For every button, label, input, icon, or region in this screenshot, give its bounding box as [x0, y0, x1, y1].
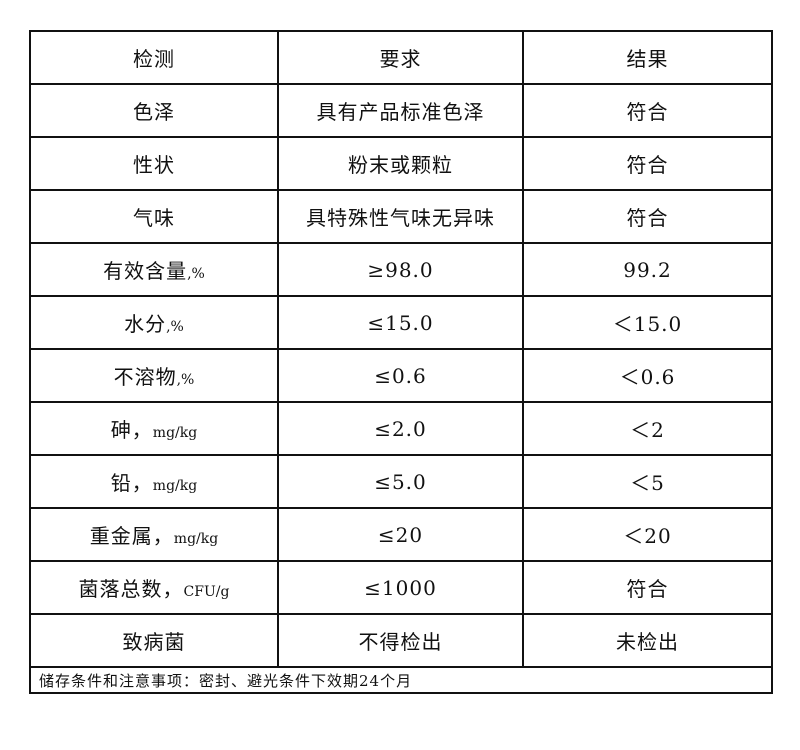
- item-unit: ,%: [176, 372, 195, 388]
- item-unit: mg/kg: [152, 425, 198, 441]
- item-unit: ,%: [166, 319, 184, 335]
- table-row: 水分,% ≤15.0 ＜15.0: [29, 295, 773, 350]
- table-row: 性状 粉末或颗粒 符合: [29, 136, 773, 191]
- requirement-cell: 粉末或颗粒: [277, 136, 524, 191]
- item-name: 不溶物: [113, 365, 177, 389]
- requirement-cell: ≤20: [277, 507, 524, 562]
- result-cell: 未检出: [522, 613, 773, 668]
- item-name: 性状: [133, 153, 175, 177]
- table-row: 砷，mg/kg ≤2.0 ＜2: [29, 401, 773, 456]
- header-result: 结果: [522, 30, 773, 85]
- storage-note: 储存条件和注意事项：密封、避光条件下效期24个月: [29, 666, 773, 694]
- result-cell: ＜5: [522, 454, 773, 509]
- test-item: 重金属，mg/kg: [29, 507, 279, 562]
- test-item: 菌落总数，CFU/g: [29, 560, 279, 615]
- requirement-cell: ≤0.6: [277, 348, 524, 403]
- table-row: 致病菌 不得检出 未检出: [29, 613, 773, 668]
- test-item: 致病菌: [29, 613, 279, 668]
- table-row: 不溶物,% ≤0.6 ＜0.6: [29, 348, 773, 403]
- requirement-cell: 不得检出: [277, 613, 524, 668]
- table-row: 有效含量,% ≥98.0 99.2: [29, 242, 773, 297]
- result-cell: 符合: [522, 560, 773, 615]
- test-item: 性状: [29, 136, 279, 191]
- inspection-table: 检测 要求 结果 色泽 具有产品标准色泽 符合 性状 粉末或颗粒 符合 气味 具特殊性气味无异…: [29, 30, 773, 694]
- header-requirement: 要求: [277, 30, 524, 85]
- test-item: 气味: [29, 189, 279, 244]
- item-unit: mg/kg: [173, 531, 219, 547]
- header-test: 检测: [29, 30, 279, 85]
- table-row: 重金属，mg/kg ≤20 ＜20: [29, 507, 773, 562]
- result-cell: 符合: [522, 136, 773, 191]
- table-row: 菌落总数，CFU/g ≤1000 符合: [29, 560, 773, 615]
- item-name: 水分: [124, 312, 167, 336]
- test-item: 色泽: [29, 83, 279, 138]
- item-name: 有效含量: [103, 259, 188, 283]
- requirement-cell: ≤1000: [277, 560, 524, 615]
- test-item: 有效含量,%: [29, 242, 279, 297]
- note-row: 储存条件和注意事项：密封、避光条件下效期24个月: [29, 666, 773, 694]
- test-item: 水分,%: [29, 295, 279, 350]
- test-item: 砷，mg/kg: [29, 401, 279, 456]
- table-row: 铅，mg/kg ≤5.0 ＜5: [29, 454, 773, 509]
- item-name: 致病菌: [122, 630, 186, 654]
- requirement-cell: 具特殊性气味无异味: [277, 189, 524, 244]
- item-unit: CFU/g: [183, 584, 230, 600]
- test-item: 不溶物,%: [29, 348, 279, 403]
- header-row: 检测 要求 结果: [29, 30, 773, 85]
- item-unit: mg/kg: [152, 478, 198, 494]
- item-name: 菌落总数，: [78, 577, 184, 601]
- requirement-cell: ≤2.0: [277, 401, 524, 456]
- item-name: 气味: [133, 206, 175, 230]
- requirement-cell: 具有产品标准色泽: [277, 83, 524, 138]
- requirement-cell: ≥98.0: [277, 242, 524, 297]
- item-unit: ,%: [187, 266, 205, 282]
- item-name: 重金属，: [89, 524, 174, 548]
- result-cell: ＜20: [522, 507, 773, 562]
- requirement-cell: ≤15.0: [277, 295, 524, 350]
- result-cell: 符合: [522, 189, 773, 244]
- test-item: 铅，mg/kg: [29, 454, 279, 509]
- item-name: 色泽: [133, 100, 175, 124]
- result-cell: 99.2: [522, 242, 773, 297]
- requirement-cell: ≤5.0: [277, 454, 524, 509]
- table-row: 色泽 具有产品标准色泽 符合: [29, 83, 773, 138]
- result-cell: 符合: [522, 83, 773, 138]
- result-cell: ＜15.0: [522, 295, 773, 350]
- result-cell: ＜2: [522, 401, 773, 456]
- result-cell: ＜0.6: [522, 348, 773, 403]
- item-name: 铅，: [110, 471, 153, 495]
- table-row: 气味 具特殊性气味无异味 符合: [29, 189, 773, 244]
- item-name: 砷，: [110, 418, 153, 442]
